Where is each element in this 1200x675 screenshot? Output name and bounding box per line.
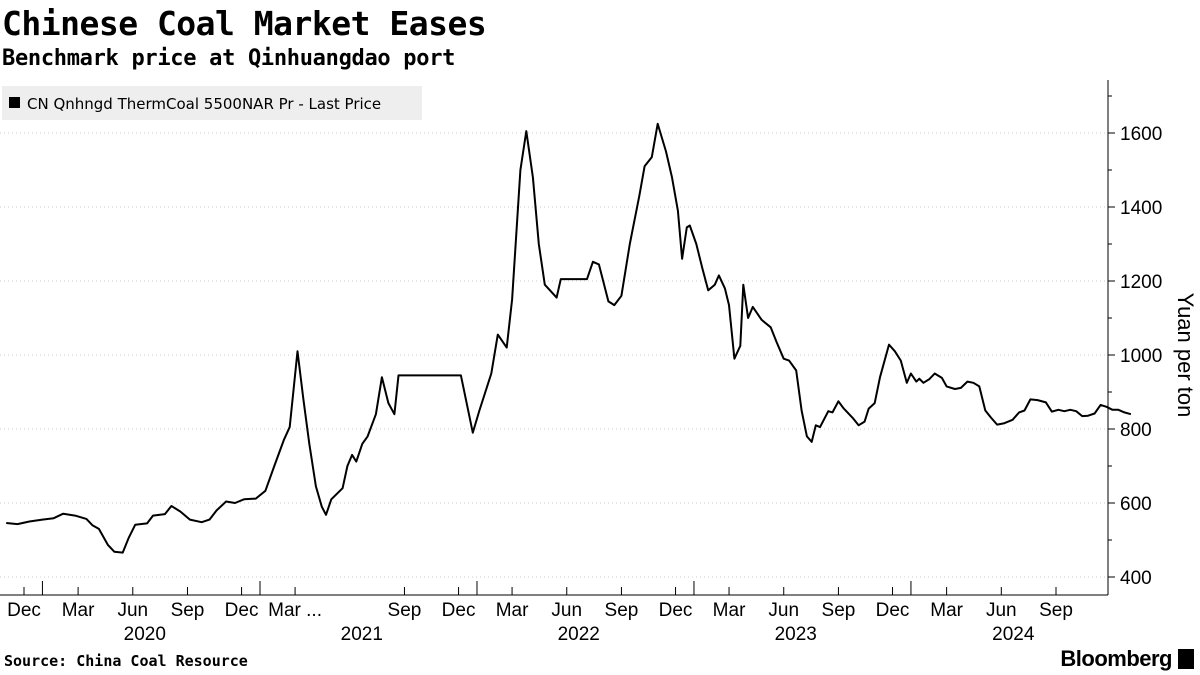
legend-background <box>2 86 422 120</box>
legend: CN Qnhngd ThermCoal 5500NAR Pr - Last Pr… <box>2 86 422 120</box>
x-tick-label: Sep <box>605 600 639 621</box>
x-tick-label: Dec <box>659 600 693 621</box>
year-label: 2022 <box>558 624 600 645</box>
y-tick-label: 400 <box>1120 568 1152 589</box>
year-label: 2021 <box>341 624 383 645</box>
x-tick-label: Dec <box>225 600 259 621</box>
y-tick-label: 800 <box>1120 420 1152 441</box>
x-tick-label: Sep <box>1039 600 1073 621</box>
chart-subtitle: Benchmark price at Qinhuangdao port <box>2 46 456 71</box>
x-tick-label: Sep <box>171 600 205 621</box>
bloomberg-terminal-icon <box>1178 649 1194 669</box>
source-note: Source: China Coal Resource <box>4 652 248 670</box>
series-group <box>6 122 1132 554</box>
y-tick-label: 1400 <box>1120 198 1162 219</box>
series-line <box>6 122 1132 554</box>
x-tick-label: Jun <box>551 600 582 621</box>
y-tick-label: 1200 <box>1120 272 1162 293</box>
year-label: 2020 <box>124 624 166 645</box>
y-tick-label: 600 <box>1120 494 1152 515</box>
x-tick-label: Dec <box>876 600 910 621</box>
y-tick-label: 1600 <box>1120 124 1162 145</box>
logo-text: Bloomberg <box>1060 646 1172 671</box>
chart-title: Chinese Coal Market Eases <box>2 4 487 43</box>
x-tick-labels: Dec Mar Jun Sep Dec Mar ... Sep Dec Mar Jun Sep Dec… <box>7 600 1073 645</box>
x-tick-label: Mar ... <box>268 600 322 621</box>
x-tick-label: Dec <box>442 600 476 621</box>
x-tick-label: Sep <box>822 600 856 621</box>
legend-label: CN Qnhngd ThermCoal 5500NAR Pr - Last Pr… <box>27 95 381 113</box>
x-tick-label: Mar <box>713 600 746 621</box>
x-tick-label: Mar <box>496 600 529 621</box>
x-tick-label: Mar <box>930 600 963 621</box>
x-tick-label: Jun <box>768 600 799 621</box>
x-tick-label: Sep <box>388 600 422 621</box>
bloomberg-logo: Bloomberg <box>1060 646 1194 672</box>
year-label: 2024 <box>992 624 1035 645</box>
y-axis-label: Yuan per ton <box>1173 293 1198 418</box>
y-tick-labels: 400 600 800 1000 1200 1400 1600 <box>1120 124 1162 589</box>
grid-lines <box>0 132 1108 578</box>
x-tick-label: Jun <box>986 600 1017 621</box>
x-tick-label: Dec <box>7 600 41 621</box>
axes <box>0 80 1115 596</box>
x-tick-label: Mar <box>62 600 95 621</box>
x-tick-label: Jun <box>117 600 148 621</box>
legend-swatch <box>9 97 20 108</box>
year-label: 2023 <box>775 624 817 645</box>
y-tick-label: 1000 <box>1120 346 1162 367</box>
